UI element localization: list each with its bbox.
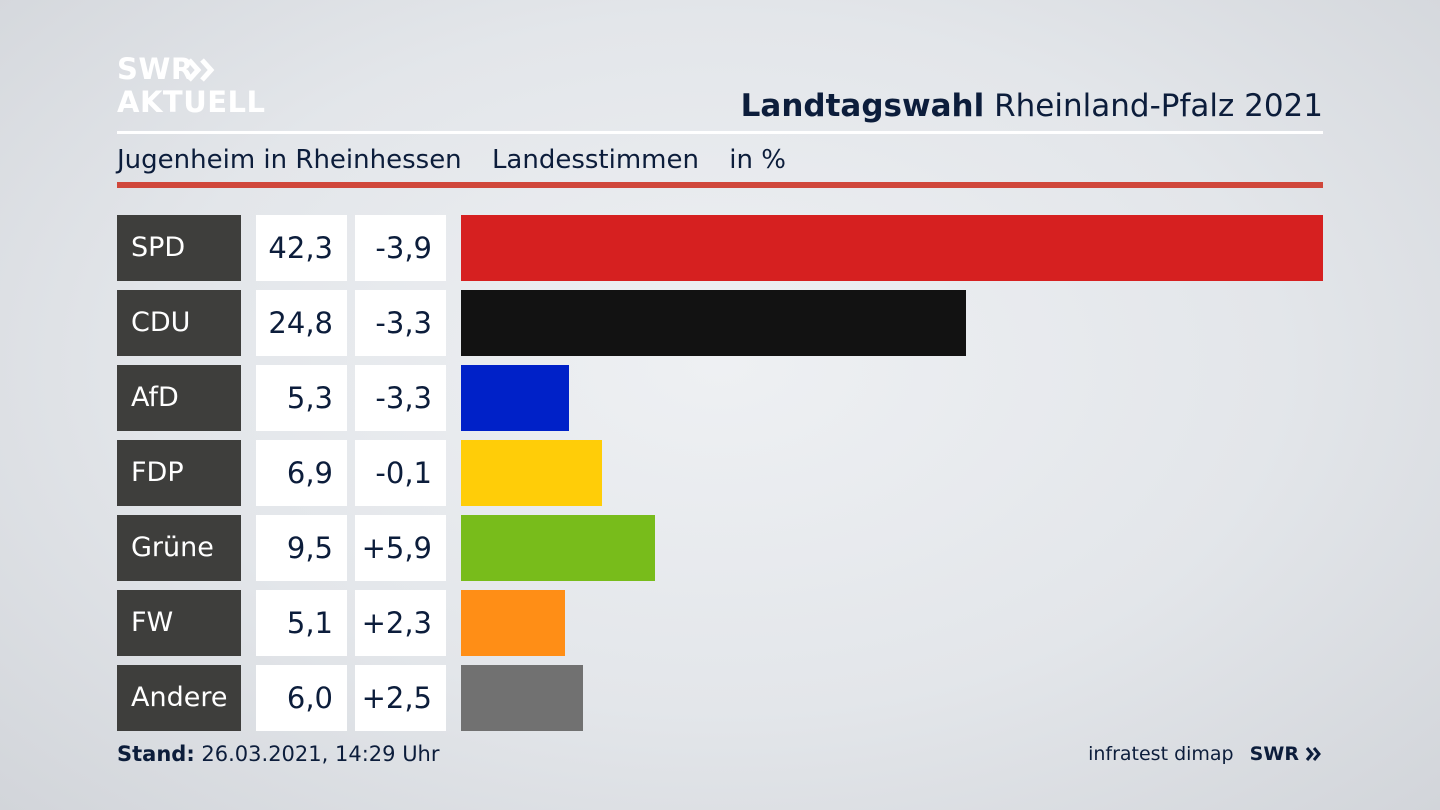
subtitle-unit: in % bbox=[729, 145, 786, 175]
bar bbox=[461, 590, 565, 656]
party-label: Grüne bbox=[131, 532, 214, 563]
change-value: -3,3 bbox=[375, 306, 432, 340]
party-box: Grüne bbox=[117, 515, 241, 581]
change-value: +5,9 bbox=[361, 531, 432, 565]
bar bbox=[461, 215, 1323, 281]
source-credit: infratest dimap SWR bbox=[1088, 739, 1323, 769]
subtitle-place: Jugenheim in Rheinhessen bbox=[117, 145, 462, 175]
bar bbox=[461, 290, 966, 356]
party-label: FDP bbox=[131, 457, 184, 488]
timestamp: Stand: 26.03.2021, 14:29 Uhr bbox=[117, 739, 440, 769]
party-box: SPD bbox=[117, 215, 241, 281]
vote-share-value: 6,0 bbox=[286, 681, 333, 715]
bar bbox=[461, 515, 655, 581]
change-value: +2,5 bbox=[361, 681, 432, 715]
header-divider bbox=[117, 131, 1323, 134]
party-box: AfD bbox=[117, 365, 241, 431]
change-value: -0,1 bbox=[375, 456, 432, 490]
change-box: -3,9 bbox=[355, 215, 446, 281]
vote-share-box: 5,3 bbox=[256, 365, 347, 431]
change-value: -3,9 bbox=[375, 231, 432, 265]
party-label: Andere bbox=[131, 682, 228, 713]
change-box: -3,3 bbox=[355, 365, 446, 431]
timestamp-label: Stand: bbox=[117, 742, 195, 766]
party-label: CDU bbox=[131, 307, 191, 338]
change-box: -3,3 bbox=[355, 290, 446, 356]
timestamp-value: 26.03.2021, 14:29 Uhr bbox=[201, 742, 440, 766]
vote-share-value: 5,1 bbox=[286, 606, 333, 640]
party-box: FDP bbox=[117, 440, 241, 506]
vote-share-value: 24,8 bbox=[268, 306, 333, 340]
subtitle: Jugenheim in Rheinhessen Landesstimmen i… bbox=[117, 142, 808, 178]
vote-share-value: 9,5 bbox=[286, 531, 333, 565]
vote-share-box: 24,8 bbox=[256, 290, 347, 356]
vote-share-box: 5,1 bbox=[256, 590, 347, 656]
vote-share-box: 6,9 bbox=[256, 440, 347, 506]
swr-aktuell-logo: SWR AKTUELL bbox=[117, 54, 277, 120]
title-rest: Rheinland-Pfalz 2021 bbox=[994, 88, 1323, 124]
party-box: CDU bbox=[117, 290, 241, 356]
source-name: infratest dimap bbox=[1088, 743, 1234, 765]
logo-aktuell-text: AKTUELL bbox=[117, 85, 266, 119]
change-box: +2,5 bbox=[355, 665, 446, 731]
change-box: +2,3 bbox=[355, 590, 446, 656]
vote-share-value: 42,3 bbox=[268, 231, 333, 265]
source-brand: SWR bbox=[1249, 743, 1299, 765]
subtitle-vote-type: Landesstimmen bbox=[491, 145, 699, 175]
party-label: SPD bbox=[131, 232, 186, 263]
logo-double-chevron-icon bbox=[187, 58, 215, 82]
change-box: +5,9 bbox=[355, 515, 446, 581]
party-box: FW bbox=[117, 590, 241, 656]
vote-share-value: 6,9 bbox=[286, 456, 333, 490]
vote-share-box: 42,3 bbox=[256, 215, 347, 281]
party-label: FW bbox=[131, 607, 174, 638]
change-box: -0,1 bbox=[355, 440, 446, 506]
swr-chevron-icon bbox=[1305, 747, 1321, 761]
title-bold: Landtagswahl bbox=[740, 88, 985, 124]
vote-share-box: 9,5 bbox=[256, 515, 347, 581]
bar bbox=[461, 440, 602, 506]
bar bbox=[461, 365, 569, 431]
logo-swr-text: SWR bbox=[117, 52, 194, 86]
bar bbox=[461, 665, 583, 731]
vote-share-box: 6,0 bbox=[256, 665, 347, 731]
change-value: +2,3 bbox=[361, 606, 432, 640]
party-label: AfD bbox=[131, 382, 179, 413]
party-box: Andere bbox=[117, 665, 241, 731]
change-value: -3,3 bbox=[375, 381, 432, 415]
accent-divider bbox=[117, 182, 1323, 188]
vote-share-value: 5,3 bbox=[286, 381, 333, 415]
page-title: Landtagswahl Rheinland-Pfalz 2021 bbox=[741, 86, 1323, 126]
